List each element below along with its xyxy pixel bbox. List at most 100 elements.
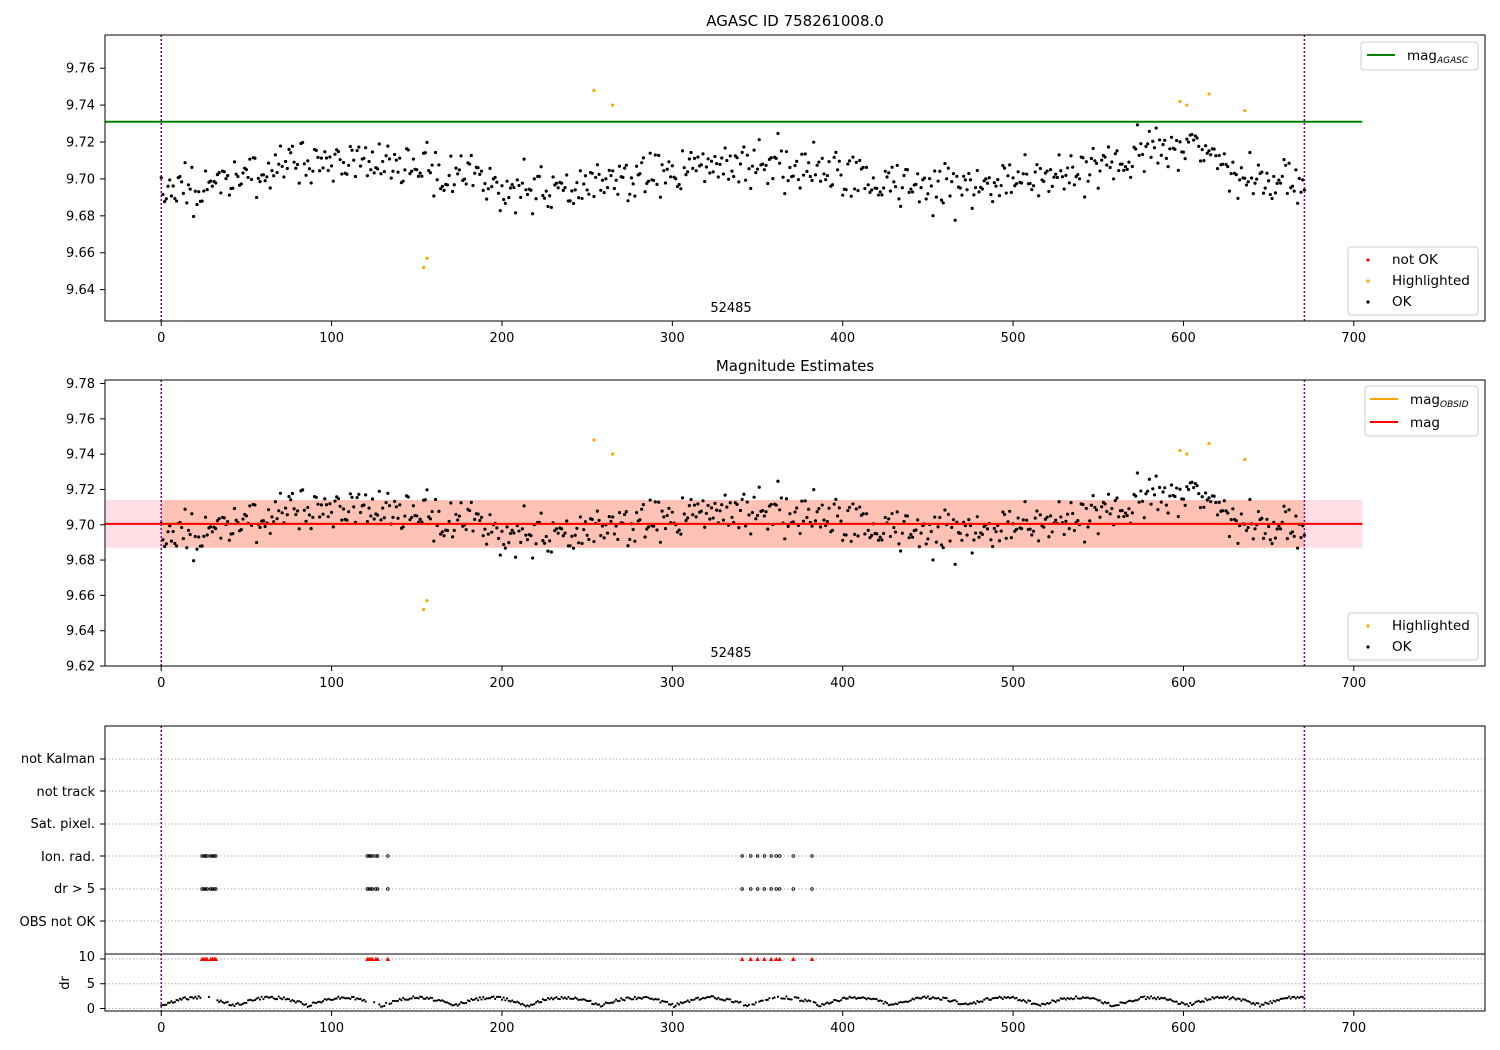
dr-point xyxy=(681,1002,684,1005)
ok-point xyxy=(1038,513,1042,517)
ok-point xyxy=(691,513,695,517)
dr-point xyxy=(1095,998,1098,1001)
ok-point xyxy=(1120,508,1124,513)
legend-label-mag-obsid: magOBSID xyxy=(1410,392,1469,410)
dr-point xyxy=(226,1000,229,1004)
highlighted-point xyxy=(1243,457,1247,462)
ok-point xyxy=(406,495,410,499)
ok-point xyxy=(740,150,744,154)
dr-point xyxy=(1088,997,1091,1000)
ok-point xyxy=(467,162,472,166)
ok-point xyxy=(306,159,310,163)
x-tick-label: 700 xyxy=(1341,1021,1366,1036)
dr-point xyxy=(717,996,720,999)
ok-point xyxy=(273,500,277,504)
dr-point xyxy=(495,995,498,998)
dr-point xyxy=(1180,1001,1183,1004)
ok-point xyxy=(493,175,497,180)
ok-point xyxy=(287,147,291,151)
ok-point xyxy=(837,506,841,510)
ok-point xyxy=(718,162,722,166)
ok-point xyxy=(713,154,717,159)
ok-point xyxy=(1275,527,1279,531)
ok-point xyxy=(1023,153,1027,157)
ok-point xyxy=(607,515,611,519)
ok-point xyxy=(549,205,553,210)
ok-point xyxy=(999,183,1003,188)
ok-point xyxy=(234,172,238,176)
dr-point xyxy=(805,1000,809,1003)
ok-point xyxy=(776,479,780,483)
ok-point xyxy=(311,515,315,519)
ok-point xyxy=(416,174,421,178)
y-tick-label: 9.74 xyxy=(66,448,95,463)
dr-point xyxy=(955,1000,958,1003)
dr-point xyxy=(780,997,783,1000)
ok-point xyxy=(871,176,875,180)
ok-point xyxy=(1260,170,1264,174)
ok-point xyxy=(333,499,337,503)
ok-point xyxy=(232,506,237,511)
ok-point xyxy=(1192,138,1196,142)
ok-point xyxy=(709,506,714,510)
dr-flagged-marker xyxy=(809,956,815,961)
ok-point xyxy=(718,509,722,513)
dr-point xyxy=(870,998,873,1001)
dr-point xyxy=(804,998,807,1001)
dr-point xyxy=(1013,997,1016,1000)
ok-point xyxy=(486,532,490,536)
dr-point xyxy=(744,1003,747,1007)
ok-point xyxy=(1234,173,1238,177)
panel-2-legend-lines: magOBSID mag xyxy=(1364,385,1479,437)
ok-point xyxy=(1100,505,1104,509)
flag-marker xyxy=(202,887,206,891)
ok-point xyxy=(181,191,185,195)
ok-point xyxy=(1048,168,1053,172)
dr-point xyxy=(925,996,928,1000)
dr-point xyxy=(548,998,551,1001)
dr-point xyxy=(1262,1003,1265,1006)
y-tick-label: 9.62 xyxy=(66,660,95,675)
ok-point xyxy=(532,177,536,181)
ok-point xyxy=(847,505,852,510)
dr-point xyxy=(771,997,774,1000)
ok-point xyxy=(800,499,804,503)
ok-point xyxy=(1050,184,1054,189)
highlighted-point xyxy=(421,265,426,270)
dr-point xyxy=(434,999,437,1002)
ok-point xyxy=(1115,496,1119,500)
ok-point xyxy=(858,505,862,509)
ok-point xyxy=(1009,536,1013,540)
dr-point xyxy=(1112,1004,1115,1007)
panel-2-obsid-label: 52485 xyxy=(710,646,751,661)
dr-point xyxy=(1122,1001,1125,1004)
dr-point xyxy=(1236,997,1240,1000)
highlighted-point xyxy=(1185,452,1189,456)
ok-point xyxy=(318,515,322,519)
dr-point xyxy=(224,1001,228,1004)
ok-point xyxy=(919,531,923,535)
flag-marker xyxy=(214,854,218,858)
dr-point xyxy=(996,996,999,1000)
ok-point xyxy=(1151,487,1155,491)
ok-point xyxy=(1069,154,1073,158)
ok-point xyxy=(687,157,691,161)
ok-point xyxy=(926,537,930,541)
ok-point xyxy=(423,151,427,155)
ok-point xyxy=(471,183,475,188)
x-tick-label: 700 xyxy=(1341,676,1366,691)
dr-point xyxy=(977,1001,981,1004)
dr-point xyxy=(1010,996,1013,999)
ok-point xyxy=(495,180,499,184)
ok-point xyxy=(546,204,550,209)
ok-point xyxy=(347,510,351,514)
ok-point xyxy=(1246,180,1250,184)
dr-point xyxy=(754,1001,757,1004)
dr-point xyxy=(976,999,979,1003)
dr-point xyxy=(637,996,640,999)
ok-point xyxy=(960,538,964,542)
dr-point xyxy=(439,999,442,1002)
dr-point xyxy=(638,996,642,1000)
ok-point xyxy=(1183,503,1187,507)
ok-point xyxy=(711,516,715,520)
